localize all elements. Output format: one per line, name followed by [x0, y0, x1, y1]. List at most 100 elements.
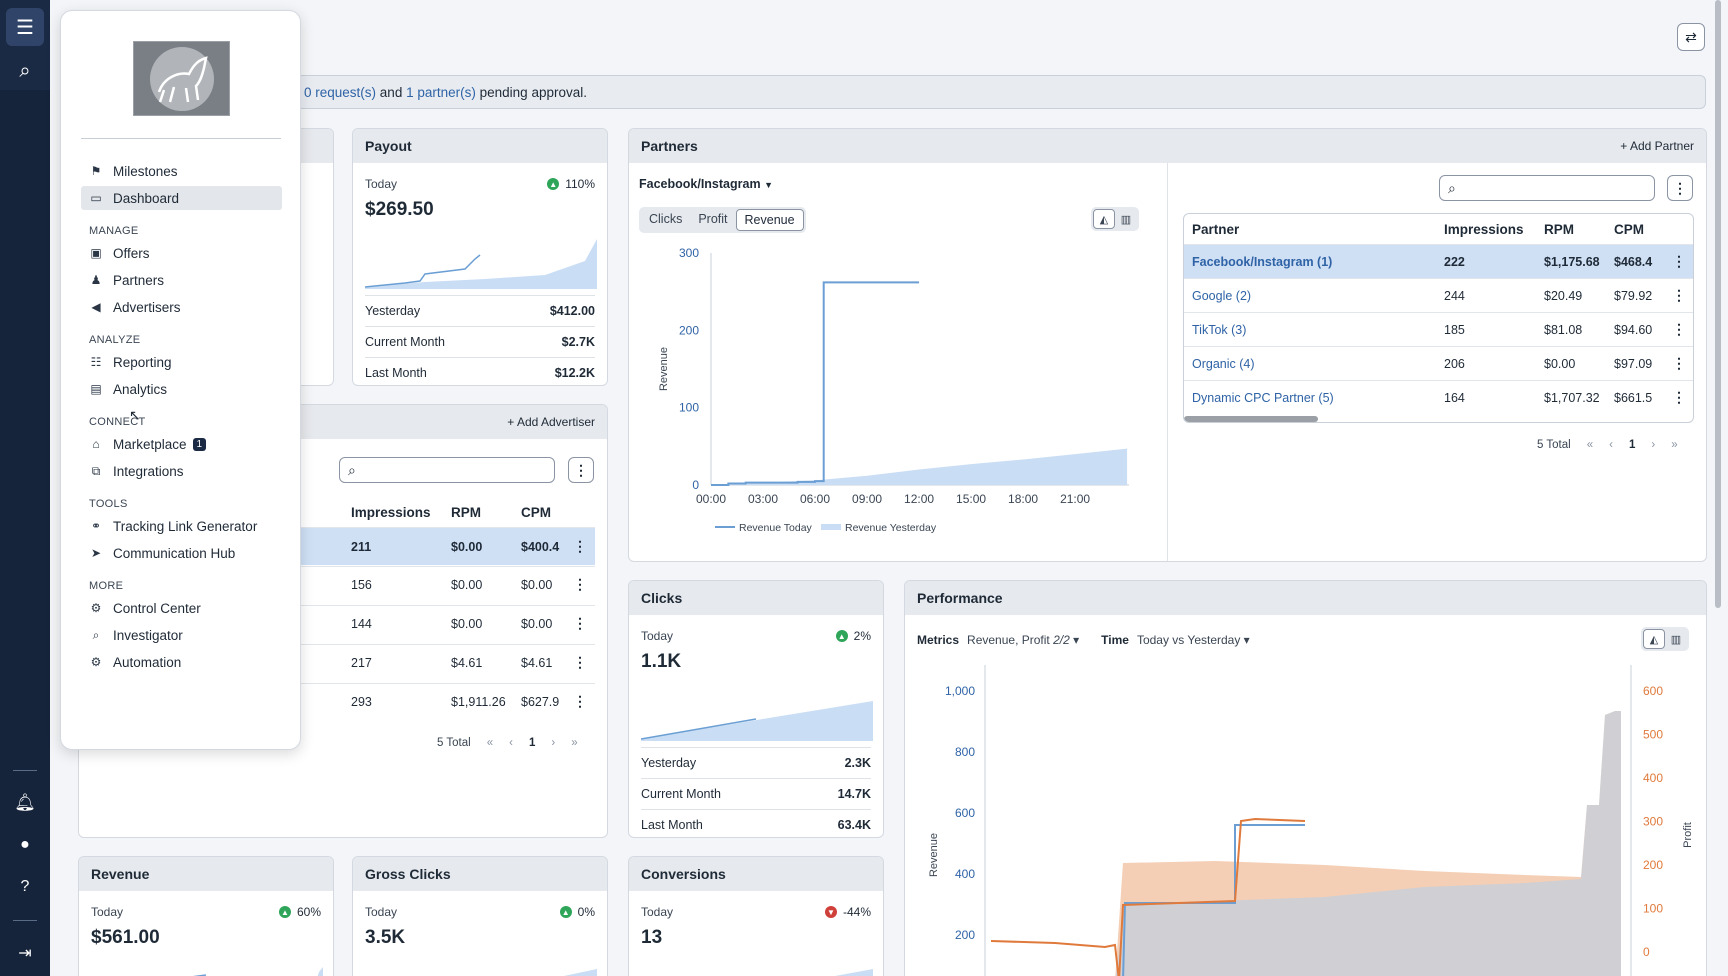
row-menu-icon[interactable]: ⋮	[1672, 389, 1686, 405]
row-menu-icon[interactable]: ⋮	[1672, 253, 1686, 269]
cell-partner[interactable]: Dynamic CPC Partner (5)	[1192, 390, 1334, 405]
expand-icon[interactable]: ⇥	[18, 945, 32, 962]
user-icon[interactable]: ●	[20, 836, 30, 853]
table-row[interactable]: 217 $4.61 $4.61 ⋮	[79, 644, 595, 680]
menu-item-marketplace[interactable]: ⌂ Marketplace 1	[81, 432, 282, 456]
menu-icon[interactable]: ☰	[6, 8, 44, 46]
first-page-icon[interactable]: «	[1586, 439, 1594, 451]
next-page-icon[interactable]: ›	[551, 737, 556, 749]
menu-item-automation[interactable]: ⚙ Automation	[81, 650, 282, 674]
row-menu-icon[interactable]: ⋮	[573, 693, 587, 709]
partners-more-button[interactable]: ⋮	[1667, 175, 1693, 201]
table-row[interactable]: 144 $0.00 $0.00 ⋮	[79, 605, 595, 641]
menu-item-advertisers[interactable]: ◀ Advertisers	[81, 295, 282, 319]
time-label: Time	[1101, 633, 1129, 647]
col-cpm[interactable]: CPM	[521, 504, 551, 520]
cell-impressions: 211	[351, 539, 372, 554]
logo	[133, 41, 230, 116]
row-menu-icon[interactable]: ⋮	[1672, 287, 1686, 303]
flag-icon: ⚑	[90, 164, 102, 178]
arrow-up-icon: ▲	[547, 178, 560, 190]
partners-search-input[interactable]	[1461, 181, 1654, 195]
payout-card: Payout Today ▲ 110% $269.50 Yesterday $412…	[352, 128, 608, 386]
partner-dropdown[interactable]: Facebook/Instagram ▼	[639, 177, 773, 191]
partners-link[interactable]: 1 partner(s)	[406, 84, 476, 100]
add-advertiser-button[interactable]: + Add Advertiser	[507, 415, 595, 429]
table-row[interactable]: Google (2) 244 $20.49 $79.92 ⋮	[1184, 278, 1693, 312]
menu-item-label: Marketplace	[113, 436, 187, 452]
col-impressions[interactable]: Impressions	[1444, 221, 1524, 237]
payout-change: ▲ 110%	[547, 177, 595, 191]
help-icon[interactable]: ?	[20, 878, 30, 895]
table-row[interactable]: Dynamic CPC Partner (5) 164 $1,707.32 $661.…	[1184, 380, 1693, 414]
cell-partner[interactable]: TikTok (3)	[1192, 322, 1247, 337]
advertisers-more-button[interactable]: ⋮	[568, 457, 594, 483]
table-row[interactable]: Organic (4) 206 $0.00 $97.09 ⋮	[1184, 346, 1693, 380]
menu-item-dashboard[interactable]: ▭ Dashboard	[81, 186, 282, 210]
col-rpm[interactable]: RPM	[451, 504, 481, 520]
first-page-icon[interactable]: «	[486, 737, 494, 749]
row-menu-icon[interactable]: ⋮	[573, 654, 587, 670]
last-page-icon[interactable]: »	[571, 737, 578, 749]
table-row[interactable]: 293 $1,911.26 $627.9 ⋮	[79, 683, 595, 719]
menu-item-label: Analytics	[113, 381, 168, 397]
menu-item-partners[interactable]: ♟ Partners	[81, 268, 282, 292]
cell-partner[interactable]: Organic (4)	[1192, 356, 1255, 371]
last-page-icon[interactable]: »	[1671, 439, 1678, 451]
partners-table-hscroll[interactable]	[1184, 416, 1318, 422]
advertisers-search[interactable]: ⌕	[339, 457, 555, 483]
menu-item-reporting[interactable]: ☷ Reporting	[81, 350, 282, 374]
menu-item-milestones[interactable]: ⚑ Milestones	[81, 159, 282, 183]
table-row[interactable]: TikTok (3) 185 $81.08 $94.60 ⋮	[1184, 312, 1693, 346]
scrollbar-thumb[interactable]	[1715, 0, 1721, 608]
menu-item-analytics[interactable]: ▤ Analytics	[81, 377, 282, 401]
y-tick-label-right: 600	[1643, 684, 1663, 698]
bell-icon[interactable]: 🔔︎	[14, 793, 36, 812]
menu-item-offers[interactable]: ▣ Offers	[81, 241, 282, 265]
time-dropdown[interactable]: Today vs Yesterday ▾	[1136, 633, 1250, 647]
col-partner[interactable]: Partner	[1192, 221, 1240, 237]
page-scrollbar[interactable]	[1712, 0, 1724, 976]
area-chart-icon[interactable]: ◭	[1643, 629, 1665, 649]
row-menu-icon[interactable]: ⋮	[573, 538, 587, 554]
next-page-icon[interactable]: ›	[1651, 439, 1656, 451]
menu-item-tracking-link-generator[interactable]: ⚭ Tracking Link Generator	[81, 514, 282, 538]
menu-item-investigator[interactable]: ⌕ Investigator	[81, 623, 282, 647]
theme-toggle-button[interactable]: ⇄	[1677, 23, 1705, 51]
table-row[interactable]: Facebook/Instagram (1) 222 $1,175.68 $468.4…	[1184, 244, 1693, 278]
metrics-dropdown[interactable]: Revenue, Profit 2/2 ▾	[967, 633, 1080, 647]
add-partner-button[interactable]: + Add Partner	[1620, 139, 1694, 153]
tab-revenue[interactable]: Revenue	[735, 209, 804, 231]
row-menu-icon[interactable]: ⋮	[1672, 321, 1686, 337]
clicks-row-last-month: Last Month 63.4K	[641, 809, 871, 837]
current-page[interactable]: 1	[528, 737, 536, 749]
cell-partner[interactable]: Facebook/Instagram (1)	[1192, 254, 1333, 269]
requests-link[interactable]: 0 request(s)	[304, 84, 377, 100]
y-tick-label-right: 500	[1643, 728, 1663, 742]
col-impressions[interactable]: Impressions	[351, 504, 431, 520]
row-menu-icon[interactable]: ⋮	[573, 615, 587, 631]
partners-search[interactable]: ⌕	[1439, 175, 1655, 201]
table-row[interactable]: 156 $0.00 $0.00 ⋮	[79, 566, 595, 602]
bar-chart-icon[interactable]: ▥	[1120, 213, 1132, 226]
search-icon[interactable]: ⌕	[19, 59, 31, 82]
advertisers-search-input[interactable]	[361, 463, 554, 477]
row-menu-icon[interactable]: ⋮	[1672, 355, 1686, 371]
cell-cpm: $468.4	[1614, 254, 1653, 269]
tab-clicks[interactable]: Clicks	[649, 212, 683, 226]
row-menu-icon[interactable]: ⋮	[573, 576, 587, 592]
area-chart-icon[interactable]: ◭	[1093, 209, 1115, 229]
tab-profit[interactable]: Profit	[698, 212, 728, 226]
prev-page-icon[interactable]: ‹	[509, 737, 513, 749]
col-cpm[interactable]: CPM	[1614, 221, 1644, 237]
menu-item-integrations[interactable]: ⧉ Integrations	[81, 459, 282, 483]
menu-item-communication-hub[interactable]: ➤ Communication Hub	[81, 541, 282, 565]
menu-divider	[81, 138, 281, 139]
performance-filters: Metrics Revenue, Profit 2/2 ▾ Time Today…	[917, 633, 1250, 647]
menu-item-control-center[interactable]: ⚙ Control Center	[81, 596, 282, 620]
bar-chart-icon[interactable]: ▥	[1670, 633, 1682, 646]
prev-page-icon[interactable]: ‹	[1609, 439, 1613, 451]
current-page[interactable]: 1	[1628, 439, 1636, 451]
col-rpm[interactable]: RPM	[1544, 221, 1574, 237]
cell-partner[interactable]: Google (2)	[1192, 288, 1252, 303]
